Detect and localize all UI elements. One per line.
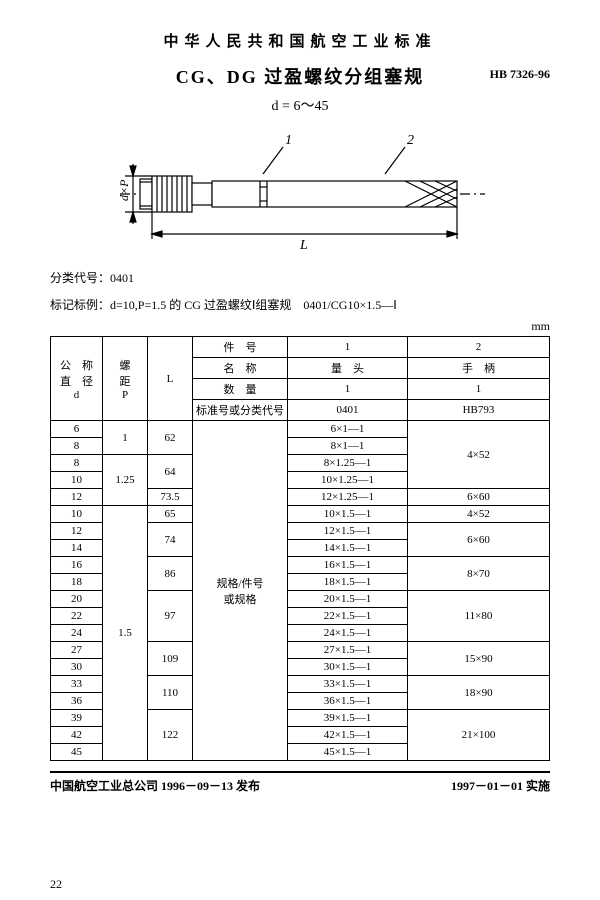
- svg-text:d×P: d×P: [117, 179, 131, 201]
- svg-text:L: L: [299, 238, 308, 253]
- footer: 中国航空工业总公司 1996－09－13 发布 1997－01－01 实施: [50, 771, 550, 794]
- gauge-diagram: 1 2 L d×P: [85, 129, 515, 259]
- effective-date: 1997－01－01 实施: [451, 777, 550, 794]
- spec-table: 公 称直 径d 螺距P L 件 号 1 2 名 称 量 头 手 柄 数 量 1 …: [50, 336, 550, 761]
- org-header: 中华人民共和国航空工业标准: [50, 30, 550, 51]
- table-row: 6162规格/件号或规格6×1—14×52: [51, 421, 550, 438]
- marking-example: 标记标例：d=10,P=1.5 的 CG 过盈螺纹Ⅰ组塞规 0401/CG10×…: [50, 296, 550, 315]
- issue-date: 中国航空工业总公司 1996－09－13 发布: [50, 777, 260, 794]
- unit-label: mm: [50, 319, 550, 334]
- svg-text:2: 2: [407, 133, 414, 148]
- doc-code: HB 7326-96: [490, 67, 550, 82]
- table-row: 101.56510×1.5—14×52: [51, 506, 550, 523]
- page-number: 22: [50, 877, 62, 892]
- doc-subtitle: d = 6～45: [50, 95, 550, 115]
- doc-title: CG、DG 过盈螺纹分组塞规: [176, 63, 425, 89]
- classification: 分类代号：0401: [50, 269, 550, 288]
- svg-text:1: 1: [285, 133, 292, 148]
